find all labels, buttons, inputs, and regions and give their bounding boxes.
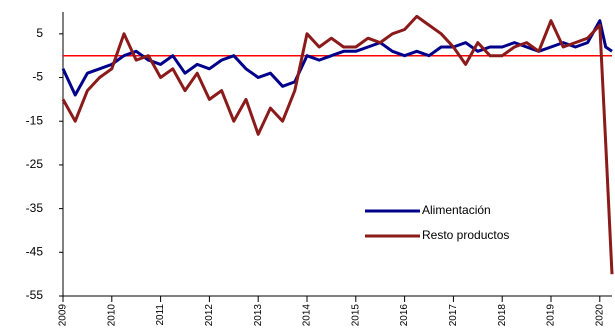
y-tick-label: -45 xyxy=(26,244,44,258)
x-tick-label: 2017 xyxy=(448,304,459,327)
x-tick-label: 2020 xyxy=(594,304,605,327)
y-tick-label: -35 xyxy=(26,201,44,215)
x-tick-label: 2010 xyxy=(106,304,117,327)
y-tick-label: -15 xyxy=(26,113,44,127)
x-tick-label: 2013 xyxy=(253,304,264,327)
x-tick-label: 2014 xyxy=(302,304,313,327)
x-tick-label: 2016 xyxy=(399,304,410,327)
y-tick-label: -55 xyxy=(26,288,44,302)
x-tick-label: 2015 xyxy=(350,304,361,327)
x-tick-label: 2018 xyxy=(497,304,508,327)
x-tick-label: 2009 xyxy=(58,304,69,327)
legend-label: Resto productos xyxy=(422,228,509,242)
y-tick-label: -25 xyxy=(26,157,44,171)
x-tick-label: 2019 xyxy=(546,304,557,327)
x-tick-label: 2012 xyxy=(204,304,215,327)
x-tick-label: 2011 xyxy=(155,304,166,326)
y-tick-label: 5 xyxy=(36,26,43,40)
y-tick-label: -5 xyxy=(32,70,43,84)
legend-label: Alimentación xyxy=(422,203,491,217)
series-line xyxy=(61,14,614,275)
series-line xyxy=(61,19,613,97)
